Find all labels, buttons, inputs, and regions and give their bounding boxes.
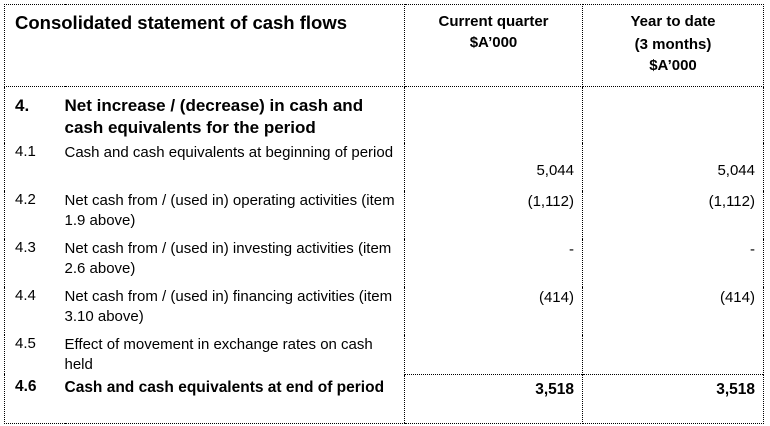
year-to-date-value: 5,044: [582, 143, 764, 191]
section-row: 4. Net increase / (decrease) in cash and…: [4, 86, 764, 143]
row-description: Net cash from / (used in) investing acti…: [64, 240, 392, 277]
current-quarter-cell: [404, 86, 583, 143]
row-description: Net cash from / (used in) financing acti…: [64, 288, 393, 325]
year-to-date-unit: $A’000: [649, 57, 697, 74]
current-quarter-value: (414): [404, 287, 583, 335]
current-quarter-value: 5,044: [404, 143, 583, 191]
section-title: Net increase / (decrease) in cash and ca…: [64, 96, 364, 137]
cash-flow-table: Consolidated statement of cash flows Cur…: [4, 4, 764, 424]
section-number: 4.: [4, 86, 65, 143]
row-number: 4.2: [4, 191, 65, 239]
current-quarter-value: 3,518: [404, 373, 583, 424]
table-row-total: 4.6 Cash and cash equivalents at end of …: [4, 373, 764, 424]
year-to-date-value: 3,518: [582, 373, 764, 424]
current-quarter-label: Current quarter: [438, 13, 549, 30]
current-quarter-value: -: [404, 239, 583, 287]
year-to-date-value: -: [582, 239, 764, 287]
current-quarter-header: Current quarter $A’000: [404, 4, 583, 87]
year-to-date-label: Year to date: [630, 13, 716, 30]
year-to-date-value: (1,112): [582, 191, 764, 239]
row-number: 4.4: [4, 287, 65, 335]
row-number: 4.6: [4, 374, 65, 424]
row-number: 4.3: [4, 239, 65, 287]
table-row: 4.5 Effect of movement in exchange rates…: [4, 335, 764, 374]
table-row: 4.4 Net cash from / (used in) financing …: [4, 287, 764, 335]
header-row: Consolidated statement of cash flows Cur…: [4, 4, 764, 87]
year-to-date-value: [582, 335, 764, 374]
table-row: 4.3 Net cash from / (used in) investing …: [4, 239, 764, 287]
row-number: 4.1: [4, 143, 65, 191]
table-row: 4.2 Net cash from / (used in) operating …: [4, 191, 764, 239]
row-description: Net cash from / (used in) operating acti…: [64, 192, 395, 229]
row-description: Effect of movement in exchange rates on …: [64, 336, 373, 373]
row-number: 4.5: [4, 335, 65, 374]
row-description: Cash and cash equivalents at end of peri…: [64, 374, 405, 424]
year-to-date-period: (3 months): [634, 36, 712, 53]
table-row: 4.1 Cash and cash equivalents at beginni…: [4, 143, 764, 191]
current-quarter-value: [404, 335, 583, 374]
year-to-date-header: Year to date (3 months) $A’000: [582, 4, 764, 87]
year-to-date-cell: [582, 86, 764, 143]
current-quarter-unit: $A’000: [469, 34, 518, 51]
current-quarter-value: (1,112): [404, 191, 583, 239]
year-to-date-value: (414): [582, 287, 764, 335]
row-description: Cash and cash equivalents at beginning o…: [64, 144, 394, 161]
table-title: Consolidated statement of cash flows: [4, 4, 405, 87]
